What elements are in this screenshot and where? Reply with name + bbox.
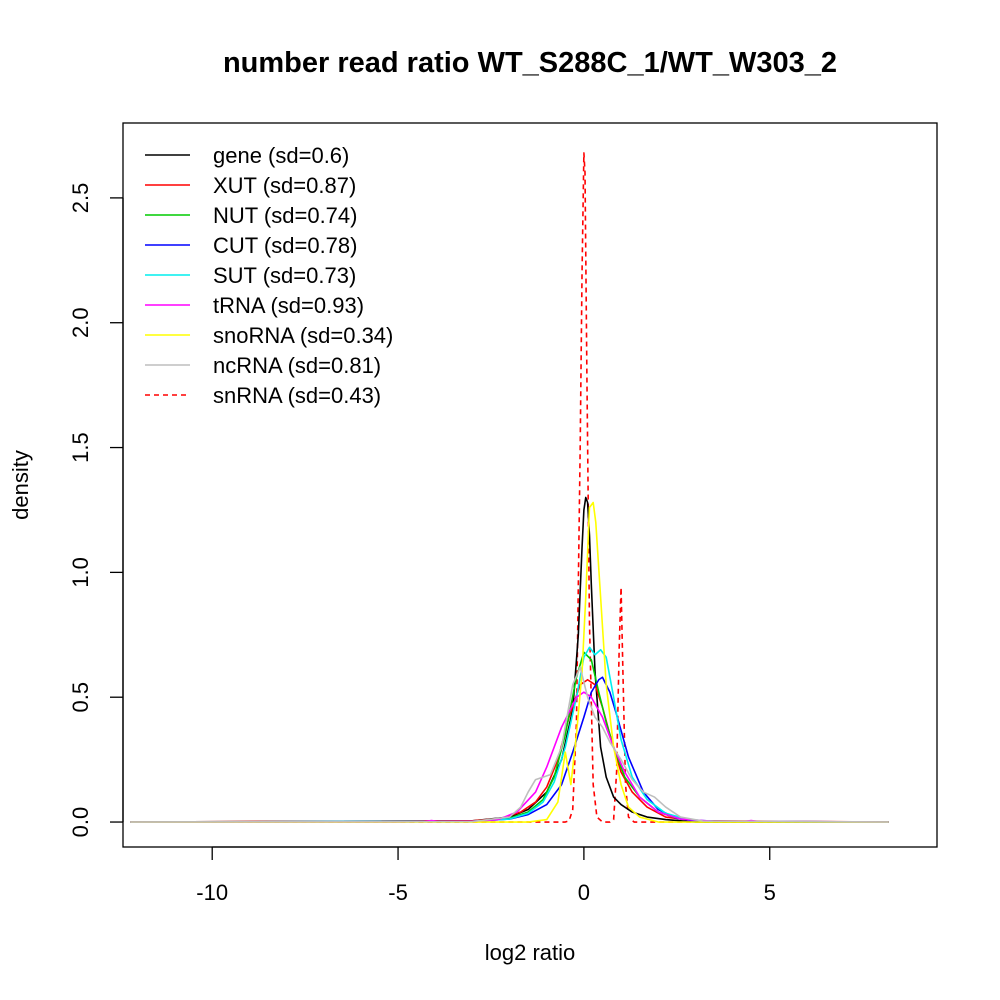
legend-label: ncRNA (sd=0.81) <box>213 353 381 378</box>
legend-label: snRNA (sd=0.43) <box>213 383 381 408</box>
legend-label: CUT (sd=0.78) <box>213 233 357 258</box>
legend-label: gene (sd=0.6) <box>213 143 349 168</box>
legend-label: snoRNA (sd=0.34) <box>213 323 393 348</box>
legend-label: tRNA (sd=0.93) <box>213 293 364 318</box>
x-axis: -10 -5 0 5 <box>196 846 776 905</box>
legend: gene (sd=0.6) XUT (sd=0.87) NUT (sd=0.74) C… <box>145 143 393 408</box>
series-line-5 <box>130 691 889 823</box>
legend-label: SUT (sd=0.73) <box>213 263 356 288</box>
y-tick-label: 0.5 <box>68 682 93 713</box>
y-tick-label: 2.0 <box>68 307 93 338</box>
y-tick-label: 2.5 <box>68 183 93 214</box>
plot-frame <box>122 122 938 848</box>
y-tick-label: 1.5 <box>68 432 93 463</box>
legend-label: NUT (sd=0.74) <box>213 203 357 228</box>
x-tick-label: 0 <box>578 880 590 905</box>
legend-label: XUT (sd=0.87) <box>213 173 356 198</box>
x-tick-label: 5 <box>764 880 776 905</box>
x-tick-label: -10 <box>196 880 228 905</box>
y-tick-label: 1.0 <box>68 557 93 588</box>
series-layer <box>130 152 889 823</box>
x-tick-label: -5 <box>388 880 408 905</box>
series-line-1 <box>130 678 889 823</box>
series-line-4 <box>130 646 889 823</box>
series-line-3 <box>130 676 889 823</box>
series-line-7 <box>130 666 889 823</box>
x-axis-label: log2 ratio <box>485 940 576 965</box>
y-axis-label: density <box>8 450 33 520</box>
series-line-0 <box>130 496 889 823</box>
y-tick-label: 0.0 <box>68 807 93 838</box>
chart-title: number read ratio WT_S288C_1/WT_W303_2 <box>223 47 837 79</box>
series-line-6 <box>130 501 889 823</box>
y-axis: 0.0 0.5 1.0 1.5 2.0 2.5 <box>68 183 124 838</box>
series-line-2 <box>130 651 889 823</box>
